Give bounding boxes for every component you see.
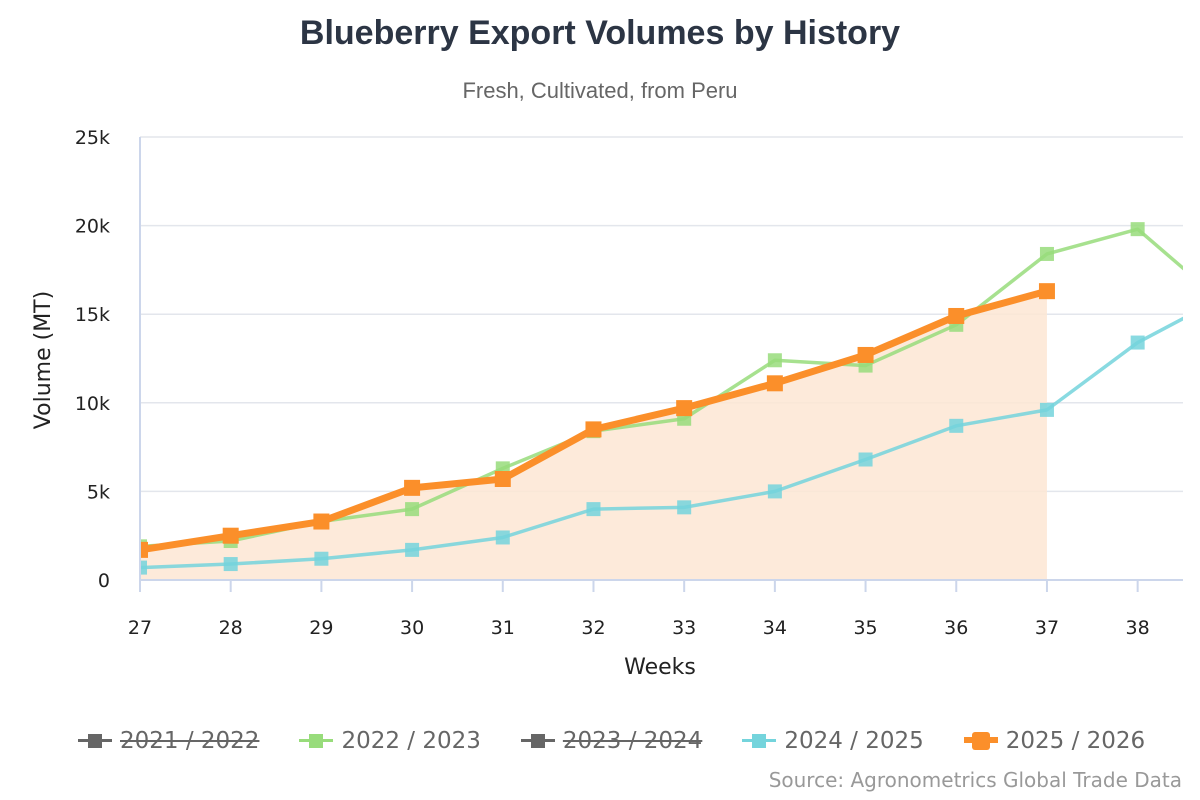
- legend-label: 2021 / 2022: [120, 728, 260, 754]
- legend-label: 2022 / 2023: [341, 728, 481, 754]
- y-tick-label: 10k: [75, 393, 110, 415]
- data-point: [767, 353, 782, 368]
- data-point: [586, 502, 601, 517]
- chart-subtitle: Fresh, Cultivated, from Peru: [462, 78, 738, 103]
- legend-symbol-icon: [78, 726, 112, 756]
- data-point: [314, 551, 329, 566]
- legend-symbol-icon: [520, 726, 555, 756]
- data-point: [857, 346, 874, 363]
- legend-item[interactable]: 2022 / 2023: [299, 726, 481, 756]
- x-tick-label: 27: [128, 617, 152, 639]
- legend-label: 2025 / 2026: [1005, 728, 1146, 754]
- x-tick-label: 35: [853, 617, 877, 639]
- data-point: [405, 502, 420, 517]
- data-point: [858, 452, 873, 467]
- x-tick-label: 37: [1035, 617, 1059, 639]
- y-tick-label: 25k: [75, 127, 110, 149]
- source-credit: Source: Agronometrics Global Trade Data: [768, 768, 1182, 792]
- data-point: [1039, 402, 1054, 417]
- y-tick-label: 5k: [87, 481, 110, 503]
- legend-item[interactable]: 2023 / 2024: [520, 726, 703, 756]
- x-axis-label: Weeks: [624, 655, 696, 680]
- data-point: [494, 470, 511, 487]
- y-tick-label: 15k: [75, 304, 110, 326]
- data-point: [404, 479, 421, 496]
- data-point: [1130, 222, 1145, 237]
- x-tick-label: 38: [1126, 617, 1150, 639]
- data-point: [949, 418, 964, 433]
- x-tick-label: 36: [944, 617, 968, 639]
- legend-label: 2023 / 2024: [562, 728, 703, 754]
- x-tick-label: 29: [309, 617, 333, 639]
- data-point: [677, 500, 692, 515]
- x-tick-label: 31: [491, 617, 515, 639]
- legend-label: 2024 / 2025: [784, 728, 924, 754]
- data-point: [495, 530, 510, 545]
- x-tick-label: 30: [400, 617, 424, 639]
- y-axis-label: Volume (MT): [31, 291, 56, 429]
- legend-item[interactable]: 2024 / 2025: [742, 726, 924, 756]
- data-point: [676, 400, 693, 417]
- x-tick-label: 32: [581, 617, 605, 639]
- legend-item[interactable]: 2025 / 2026: [963, 726, 1146, 756]
- y-tick-label: 20k: [75, 216, 110, 238]
- chart-title: Blueberry Export Volumes by History: [299, 14, 901, 52]
- legend-symbol-icon: [963, 726, 998, 756]
- data-point: [140, 541, 148, 558]
- legend-symbol-icon: [742, 726, 777, 756]
- data-point: [1039, 246, 1054, 261]
- data-point: [222, 527, 239, 544]
- legend: 2021 / 2022 2022 / 2023 2023 / 2024 2024 / …: [78, 726, 1185, 756]
- data-point: [948, 307, 965, 324]
- legend-item[interactable]: 2021 / 2022: [78, 726, 259, 756]
- x-tick-label: 33: [672, 617, 696, 639]
- data-point: [585, 421, 602, 438]
- data-point: [1038, 283, 1055, 300]
- data-point: [223, 557, 238, 572]
- legend-symbol-icon: [299, 726, 334, 756]
- x-tick-label: 34: [763, 617, 787, 639]
- data-point: [1130, 335, 1145, 350]
- data-point: [405, 542, 420, 557]
- data-point: [313, 513, 330, 530]
- data-point: [766, 375, 783, 392]
- data-point: [140, 560, 147, 575]
- y-tick-label: 0: [98, 570, 110, 592]
- data-point: [767, 484, 782, 499]
- x-tick-label: 28: [219, 617, 243, 639]
